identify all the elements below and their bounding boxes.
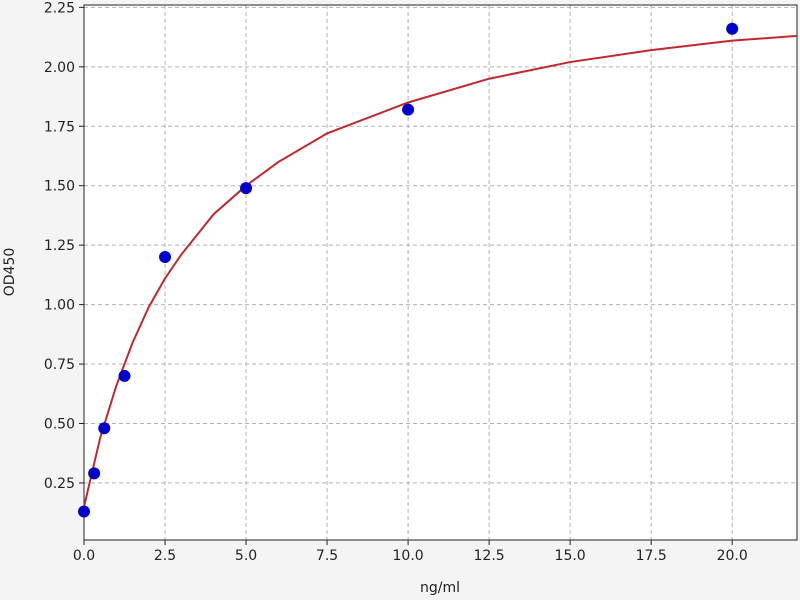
y-axis-label: OD450 (2, 248, 18, 297)
y-tick-label: 2.00 (44, 60, 75, 76)
y-tick-label: 0.75 (44, 357, 75, 373)
data-point (118, 369, 131, 382)
y-tick-label: 0.25 (44, 476, 75, 492)
y-tick-label: 1.75 (44, 119, 75, 135)
x-axis-label: ng/ml (420, 580, 460, 596)
x-tick-label: 0.0 (73, 548, 95, 564)
data-point (78, 505, 90, 518)
data-point (98, 422, 111, 435)
data-point (240, 182, 253, 195)
plot-frame (83, 4, 798, 541)
x-tick-label: 15.0 (555, 548, 586, 564)
x-tick-label: 17.5 (636, 548, 667, 564)
y-tick-label: 0.50 (44, 416, 75, 432)
plot-area (84, 5, 797, 540)
data-point (402, 103, 415, 116)
x-tick-label: 12.5 (474, 548, 505, 564)
data-point (88, 467, 101, 480)
x-tick-label: 10.0 (393, 548, 424, 564)
x-tick-label: 7.5 (316, 548, 338, 564)
y-tick-label: 1.50 (44, 179, 75, 195)
x-tick-label: 5.0 (235, 548, 257, 564)
data-point (726, 22, 739, 35)
y-tick-label: 2.25 (44, 0, 75, 16)
y-tick-label: 1.25 (44, 238, 75, 254)
data-point (159, 251, 172, 264)
y-tick-label: 1.00 (44, 298, 75, 314)
x-tick-label: 2.5 (154, 548, 176, 564)
x-tick-label: 20.0 (717, 548, 748, 564)
